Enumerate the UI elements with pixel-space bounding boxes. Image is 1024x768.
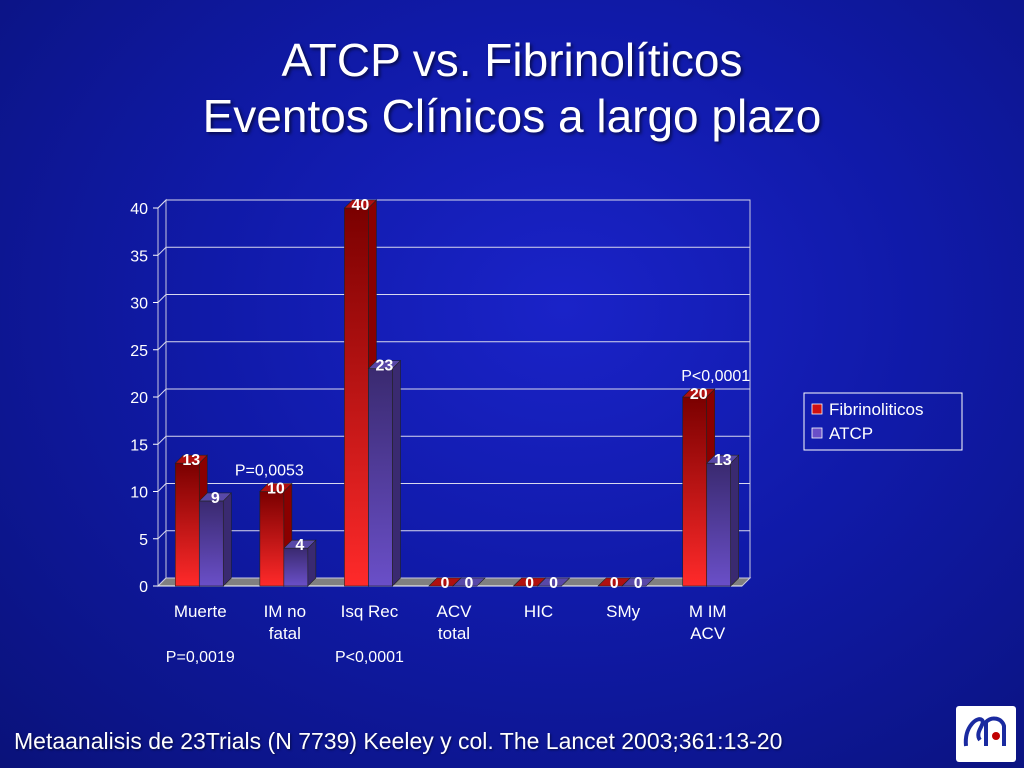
legend: Fibrinoliticos ATCP [803, 392, 963, 451]
bar-fibrinoliticos-top [259, 483, 293, 492]
x-tick-label: Muerte [174, 602, 227, 621]
x-tick-label: M IM [689, 602, 727, 621]
bar-atcp-front [368, 368, 393, 587]
data-label-fibrinoliticos: 40 [352, 197, 370, 214]
gridline [157, 199, 750, 209]
bar-atcp-top [367, 360, 402, 369]
y-tick-label: 30 [130, 296, 148, 313]
bar-atcp [621, 577, 655, 587]
bar-chart: 0 5 10 15 20 25 30 35 40 13 9 Muerte 10 4 IM no fatal 40… [130, 197, 963, 666]
title-line-1: ATCP vs. Fibrinolíticos [281, 34, 743, 86]
bar-fibrinoliticos-top [343, 199, 378, 209]
bar-fibrinoliticos-front [174, 462, 200, 587]
bar-atcp-top [705, 454, 740, 464]
y-tick-label: 20 [130, 390, 148, 407]
bar-fibrinoliticos-top [174, 454, 209, 464]
logo-icon [956, 706, 1016, 762]
title-line-2: Eventos Clínicos a largo plazo [202, 90, 822, 142]
bar-atcp [367, 359, 402, 587]
bar-atcp-flat [452, 577, 486, 587]
data-label-fibrinoliticos: 13 [182, 452, 200, 469]
gridline [157, 388, 750, 398]
data-label-atcp: 4 [295, 537, 304, 554]
bar-fibrinoliticos-front [259, 491, 285, 587]
gridline [157, 341, 750, 351]
bar-atcp-front [198, 500, 224, 587]
footer-citation: Metaanalisis de 23Trials (N 7739) Keeley… [14, 728, 783, 754]
bar-atcp-side [730, 454, 740, 587]
bar-fibrinoliticos-top [681, 388, 716, 398]
bar-atcp [198, 492, 233, 587]
p-value-annotation: P<0,0001 [681, 368, 750, 385]
data-label-atcp: 0 [634, 575, 643, 592]
bar-atcp-flat [621, 577, 655, 587]
bar-atcp-front [283, 547, 309, 587]
y-tick-label: 35 [130, 248, 148, 265]
slide-title: ATCP vs. Fibrinolíticos Eventos Clínicos… [0, 32, 1024, 144]
bar-fibrinoliticos-front [682, 396, 708, 587]
data-label-fibrinoliticos: 0 [610, 575, 619, 592]
p-value-annotation: P<0,0001 [335, 649, 404, 666]
legend-box [803, 392, 963, 451]
bar-atcp-top [198, 492, 233, 502]
data-label-atcp: 9 [211, 490, 220, 507]
gridline [157, 530, 750, 540]
y-tick-label: 15 [130, 437, 148, 454]
data-label-fibrinoliticos: 0 [525, 575, 534, 592]
legend-label: ATCP [829, 424, 873, 443]
gridline [157, 483, 750, 492]
data-label-fibrinoliticos: 0 [441, 575, 450, 592]
p-value-annotation: P=0,0019 [166, 649, 235, 666]
legend-label: Fibrinoliticos [829, 400, 923, 419]
data-label-fibrinoliticos: 20 [690, 386, 708, 403]
data-label-atcp: 0 [549, 575, 558, 592]
gridline [157, 435, 750, 445]
x-tick-label: fatal [269, 624, 301, 643]
bar-atcp [705, 454, 740, 587]
x-tick-label: total [438, 624, 470, 643]
bar-fibrinoliticos-front [344, 207, 369, 587]
y-tick-label: 40 [130, 201, 148, 218]
data-label-fibrinoliticos: 10 [267, 481, 285, 498]
legend-swatch [811, 427, 823, 439]
bar-atcp [452, 577, 486, 587]
bar-atcp-side [222, 492, 232, 587]
x-tick-label: IM no [264, 602, 307, 621]
bar-atcp-front [706, 462, 732, 587]
bar-atcp-side [392, 359, 401, 587]
x-tick-label: ACV [437, 602, 473, 621]
y-tick-label: 0 [139, 579, 148, 596]
gridline [157, 294, 750, 303]
y-tick-label: 5 [139, 532, 148, 549]
bar-atcp [283, 539, 317, 587]
data-label-atcp: 23 [376, 358, 394, 375]
legend-swatch [811, 403, 823, 415]
y-tick-label: 10 [130, 485, 148, 502]
x-tick-label: Isq Rec [341, 602, 399, 621]
bar-atcp-top [283, 539, 317, 549]
bar-atcp-flat [536, 577, 571, 587]
data-label-atcp: 13 [714, 452, 732, 469]
p-value-annotation: P=0,0053 [235, 463, 304, 480]
x-tick-label: SMy [606, 602, 641, 621]
gridline [157, 246, 750, 256]
y-tick-label: 25 [130, 343, 148, 360]
x-tick-label: ACV [690, 624, 726, 643]
bar-atcp [536, 577, 571, 587]
data-label-atcp: 0 [465, 575, 474, 592]
x-tick-label: HIC [524, 602, 553, 621]
